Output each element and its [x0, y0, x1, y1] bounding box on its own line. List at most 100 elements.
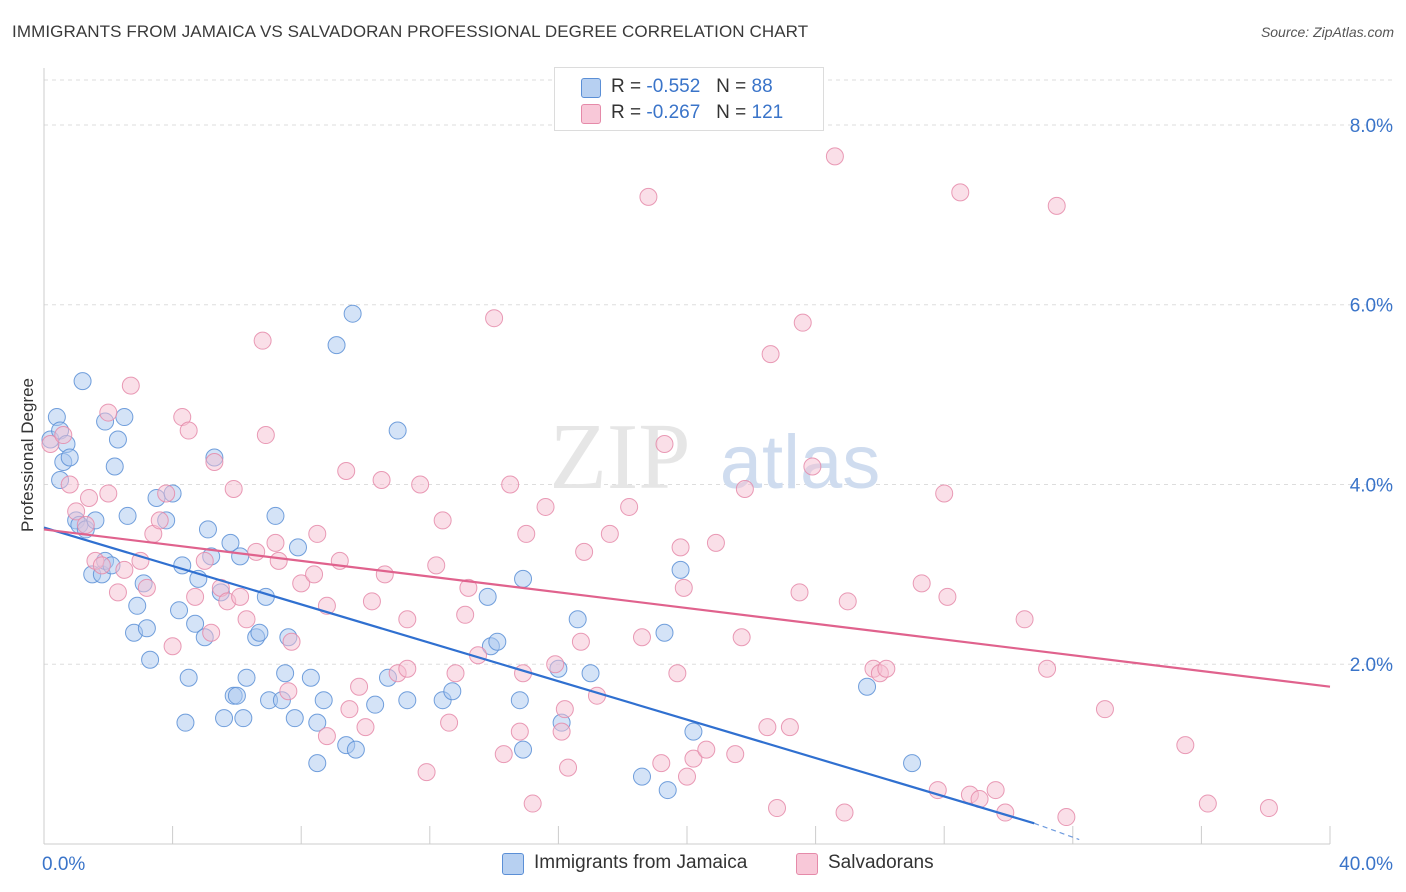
data-point-salvadoran [350, 677, 369, 696]
data-point-salvadoran [652, 754, 671, 773]
data-point-jamaica [108, 430, 127, 449]
data-point-salvadoran [375, 565, 394, 584]
data-point-salvadoran [803, 457, 822, 476]
data-point-salvadoran [536, 497, 555, 516]
data-point-salvadoran [80, 488, 99, 507]
data-point-salvadoran [41, 435, 60, 454]
data-point-jamaica [198, 520, 217, 539]
data-point-salvadoran [684, 749, 703, 768]
data-point-jamaica [301, 668, 320, 687]
data-point-salvadoran [761, 345, 780, 364]
data-point-jamaica [488, 632, 507, 651]
legend-n-label: N = [716, 102, 747, 123]
data-point-salvadoran [282, 632, 301, 651]
data-point-jamaica [105, 457, 124, 476]
axis-layer [43, 68, 1331, 845]
legend-r-label: R = [611, 102, 642, 123]
data-point-jamaica [186, 614, 205, 633]
data-point-salvadoran [877, 659, 896, 678]
data-point-salvadoran [546, 655, 565, 674]
points-layer [41, 147, 1278, 827]
data-point-salvadoran [54, 426, 73, 445]
legend-text: R = -0.267 N = 121 [611, 102, 783, 124]
data-point-jamaica [684, 722, 703, 741]
data-point-salvadoran [494, 745, 513, 764]
data-point-jamaica [141, 650, 160, 669]
data-point-salvadoran [256, 426, 275, 445]
data-point-jamaica [237, 668, 256, 687]
trend-layer [43, 526, 1331, 841]
data-point-salvadoran [732, 628, 751, 647]
data-point-salvadoran [121, 376, 140, 395]
data-point-salvadoran [835, 803, 854, 822]
y-tick-label: 8.0% [1350, 116, 1393, 137]
data-point-salvadoran [337, 461, 356, 480]
data-point-salvadoran [115, 560, 134, 579]
data-point-jamaica [256, 587, 275, 606]
data-point-salvadoran [202, 623, 221, 642]
source-label: Source: ZipAtlas.com [1260, 24, 1394, 40]
data-point-salvadoran [205, 453, 224, 471]
tick-label-layer: 2.0% 4.0% 6.0% 8.0% 0.0% 40.0% [42, 116, 1393, 875]
data-point-salvadoran [308, 524, 327, 543]
legend-r-value: -0.267 [646, 102, 701, 123]
data-point-jamaica [60, 448, 79, 467]
legend-n-value: 121 [751, 102, 784, 123]
trend-line-extension-jamaica [1034, 822, 1080, 841]
data-point-salvadoran [427, 556, 446, 575]
data-point-jamaica [115, 408, 134, 427]
data-point-salvadoran [523, 794, 542, 813]
data-point-salvadoran [838, 592, 857, 611]
legend-r-value: -0.552 [646, 76, 701, 97]
legend-swatch-pink [581, 104, 601, 124]
data-point-salvadoran [1057, 808, 1076, 827]
data-point-salvadoran [292, 574, 311, 593]
data-point-salvadoran [951, 183, 970, 202]
data-point-salvadoran [99, 403, 118, 422]
data-point-salvadoran [780, 718, 799, 737]
data-point-salvadoran [1015, 610, 1034, 629]
data-point-salvadoran [398, 659, 417, 678]
data-point-salvadoran [587, 686, 606, 705]
data-point-salvadoran [411, 475, 430, 494]
data-point-salvadoran [279, 682, 298, 701]
data-point-jamaica [234, 709, 253, 728]
bottom-legend-label: Salvadorans [828, 852, 934, 873]
data-point-jamaica [510, 691, 529, 710]
data-point-salvadoran [60, 475, 79, 494]
legend-r-label: R = [611, 76, 642, 97]
data-point-salvadoran [92, 556, 111, 575]
data-point-salvadoran [1198, 794, 1217, 813]
data-point-jamaica [288, 538, 307, 557]
bottom-legend-swatch-blue [502, 853, 524, 875]
data-point-jamaica [250, 623, 269, 642]
data-point-salvadoran [632, 628, 651, 647]
data-point-jamaica [632, 767, 651, 786]
data-point-salvadoran [735, 479, 754, 498]
data-point-jamaica [276, 664, 295, 683]
data-point-jamaica [478, 587, 497, 606]
data-point-salvadoran [356, 718, 375, 737]
data-point-salvadoran [1176, 736, 1195, 755]
data-point-salvadoran [163, 637, 182, 656]
data-point-salvadoran [697, 740, 716, 759]
data-point-salvadoran [485, 309, 504, 328]
data-point-salvadoran [76, 515, 95, 534]
data-point-salvadoran [510, 722, 529, 741]
data-point-salvadoran [1259, 799, 1278, 818]
data-point-jamaica [118, 506, 137, 525]
data-point-jamaica [903, 754, 922, 773]
data-point-jamaica [176, 713, 195, 732]
y-tick-label: 4.0% [1350, 475, 1393, 496]
data-point-salvadoran [99, 484, 118, 503]
data-point-jamaica [655, 623, 674, 642]
data-point-salvadoran [912, 574, 931, 593]
data-point-jamaica [671, 560, 690, 579]
data-point-jamaica [137, 619, 156, 638]
data-point-salvadoran [237, 610, 256, 629]
trend-line-jamaica [43, 526, 1035, 825]
data-point-salvadoran [157, 484, 176, 503]
data-point-jamaica [308, 713, 327, 732]
data-point-salvadoran [668, 664, 687, 683]
data-point-salvadoran [253, 331, 272, 350]
